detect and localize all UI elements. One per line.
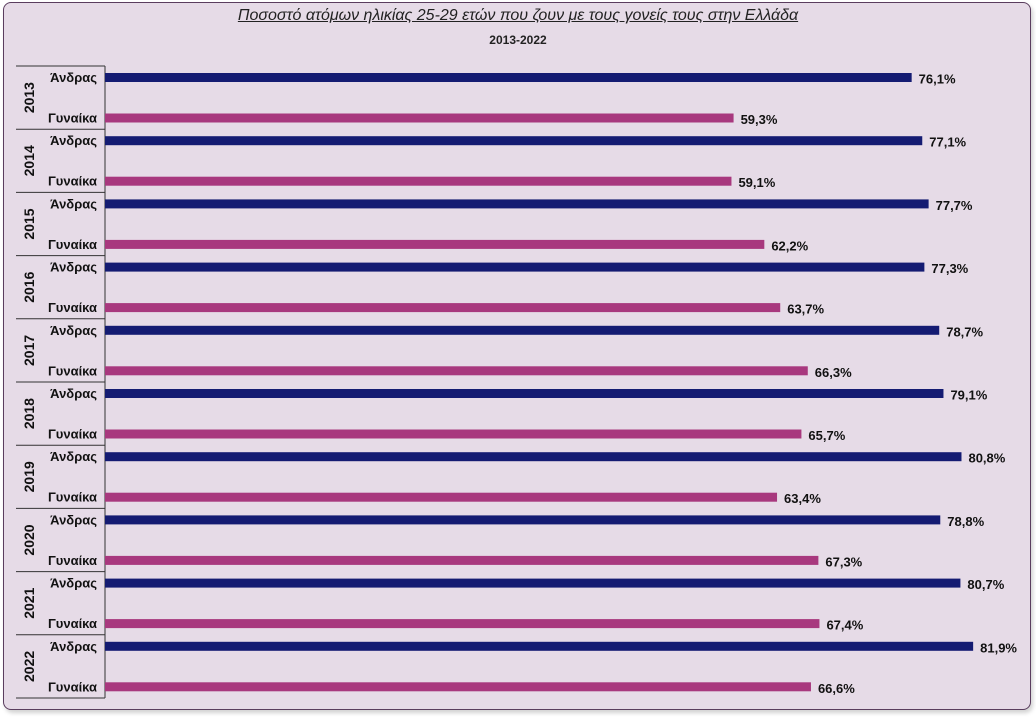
gender-label: Γυναίκα: [48, 300, 97, 315]
bar-female: [105, 303, 781, 313]
bar-male: [105, 452, 962, 462]
gender-label: Άνδρας: [50, 323, 97, 338]
bar-male: [105, 262, 925, 272]
data-label: 80,7%: [967, 577, 1004, 592]
data-label: 67,4%: [826, 618, 863, 633]
gender-label: Γυναίκα: [48, 111, 97, 126]
data-label: 66,6%: [818, 681, 855, 696]
data-label: 81,9%: [980, 640, 1017, 655]
gender-label: Γυναίκα: [48, 237, 97, 252]
bar-male: [105, 199, 929, 209]
year-label: 2021: [21, 587, 37, 618]
gender-label: Γυναίκα: [48, 427, 97, 442]
gender-label: Άνδρας: [50, 449, 97, 464]
bar-female: [105, 619, 820, 629]
data-label: 77,7%: [936, 198, 973, 213]
data-label: 63,4%: [784, 491, 821, 506]
bar-male: [105, 641, 974, 651]
gender-label: Άνδρας: [50, 639, 97, 654]
bar-female: [105, 492, 778, 502]
data-label: 77,3%: [931, 261, 968, 276]
bar-male: [105, 325, 940, 335]
bar-female: [105, 682, 811, 692]
bar-female: [105, 176, 732, 186]
gender-label: Άνδρας: [50, 386, 97, 401]
year-label: 2015: [21, 208, 37, 239]
bar-female: [105, 366, 808, 376]
chart-title: Ποσοστό ατόμων ηλικίας 25-29 ετών που ζο…: [237, 7, 799, 24]
gender-label: Γυναίκα: [48, 174, 97, 189]
gender-label: Άνδρας: [50, 70, 97, 85]
chart-subtitle: 2013-2022: [489, 33, 547, 47]
year-label: 2018: [21, 398, 37, 429]
data-label: 76,1%: [919, 72, 956, 87]
bar-male: [105, 578, 961, 588]
year-label: 2020: [21, 524, 37, 555]
year-label: 2013: [21, 82, 37, 113]
year-label: 2017: [21, 335, 37, 366]
bar-female: [105, 239, 765, 249]
bar-male: [105, 136, 923, 146]
gender-label: Γυναίκα: [48, 616, 97, 631]
data-label: 62,2%: [771, 238, 808, 253]
gender-label: Άνδρας: [50, 512, 97, 527]
bar-female: [105, 113, 734, 123]
bar-male: [105, 515, 941, 525]
gender-label: Άνδρας: [50, 196, 97, 211]
bar-male: [105, 73, 912, 82]
data-label: 66,3%: [815, 365, 852, 380]
gender-label: Άνδρας: [50, 133, 97, 148]
gender-label: Άνδρας: [50, 260, 97, 275]
bar-female: [105, 429, 802, 439]
gender-label: Γυναίκα: [48, 679, 97, 694]
year-label: 2014: [21, 145, 37, 176]
data-label: 78,7%: [946, 324, 983, 339]
data-label: 63,7%: [787, 302, 824, 317]
gender-label: Άνδρας: [50, 576, 97, 591]
data-label: 77,1%: [929, 135, 966, 150]
year-label: 2022: [21, 651, 37, 682]
bar-male: [105, 389, 944, 398]
bar-female: [105, 555, 819, 565]
gender-label: Γυναίκα: [48, 490, 97, 505]
data-label: 65,7%: [808, 428, 845, 443]
data-label: 59,1%: [738, 175, 775, 190]
gender-label: Γυναίκα: [48, 553, 97, 568]
data-label: 59,3%: [741, 112, 778, 127]
data-label: 80,8%: [968, 451, 1005, 466]
year-label: 2019: [21, 461, 37, 492]
gender-label: Γυναίκα: [48, 363, 97, 378]
data-label: 67,3%: [825, 554, 862, 569]
data-label: 78,8%: [947, 514, 984, 529]
year-label: 2016: [21, 271, 37, 302]
data-label: 79,1%: [950, 388, 987, 403]
